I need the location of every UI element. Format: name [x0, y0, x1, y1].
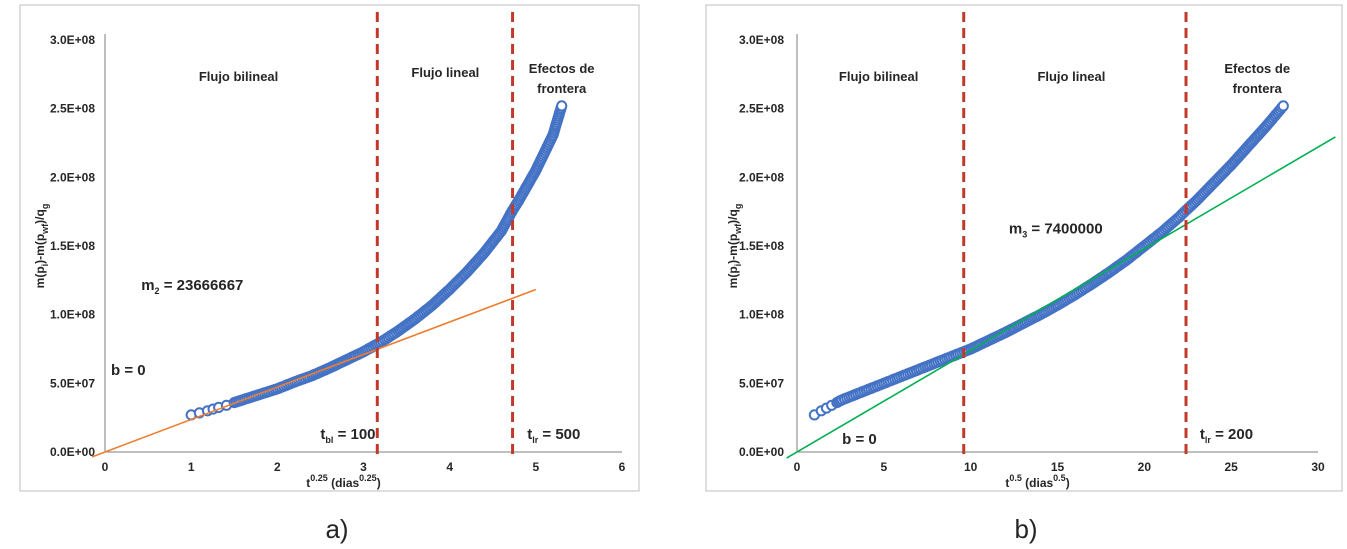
chart-b-x-tick-label: 25: [1224, 460, 1238, 474]
panel-label-b: b): [1014, 514, 1037, 544]
chart-b-x-tick-label: 5: [880, 460, 887, 474]
chart-a-y-tick-label: 2.5E+08: [50, 102, 95, 116]
chart-b-x-tick-label: 10: [964, 460, 978, 474]
chart-b-y-tick-label: 2.0E+08: [739, 170, 784, 184]
chart-a-region-label: Flujo bilineal: [199, 69, 278, 84]
chart-a-y-tick-label: 0.0E+00: [50, 445, 95, 459]
chart-b-series: [808, 100, 1289, 421]
chart-b-boundary-label: tlr = 200: [1200, 426, 1253, 445]
chart-a-x-tick-label: 2: [274, 460, 281, 474]
chart-b-fit-line: [786, 136, 1336, 459]
chart-b-data-point: [1277, 100, 1289, 112]
chart-a-fit-line: [91, 288, 537, 458]
chart-b-region-label: Flujo lineal: [1037, 69, 1105, 84]
chart-a-slope-label: m2 = 23666667: [141, 277, 243, 296]
chart-a-y-axis-label: m(pi)-m(pwf)/qg: [33, 204, 50, 289]
chart-b-y-tick-label: 3.0E+08: [739, 33, 784, 47]
chart-b-y-tick-label: 1.0E+08: [739, 308, 784, 322]
chart-b-x-tick-label: 20: [1138, 460, 1152, 474]
chart-a-region-label: Flujo lineal: [411, 65, 479, 80]
chart-b-region-label: Flujo bilineal: [839, 69, 918, 84]
chart-a-x-tick-label: 1: [188, 460, 195, 474]
chart-b-y-axis-label: m(pi)-m(pwf)/qg: [726, 204, 743, 289]
chart-a-y-tick-label: 3.0E+08: [50, 33, 95, 47]
chart-a-y-tick-label: 2.0E+08: [50, 170, 95, 184]
chart-a-x-axis-label: t0.25 (dias0.25): [306, 473, 380, 490]
chart-b-x-tick-label: 30: [1311, 460, 1325, 474]
chart-a-x-tick-label: 6: [619, 460, 626, 474]
chart-b-y-tick-label: 2.5E+08: [739, 102, 784, 116]
chart-b-region-label: Efectos de frontera: [1224, 61, 1290, 96]
chart-b-y-tick-label: 0.0E+00: [739, 445, 784, 459]
chart-a-y-tick-label: 5.0E+07: [50, 376, 95, 390]
chart-b-y-tick-label: 1.5E+08: [739, 239, 784, 253]
chart-b-y-tick-label: 5.0E+07: [739, 376, 784, 390]
chart-a-region-label: Efectos de frontera: [529, 61, 595, 96]
chart-a-x-tick-label: 5: [532, 460, 539, 474]
chart-b-frame: [705, 4, 1343, 492]
chart-a-x-tick-label: 4: [446, 460, 453, 474]
chart-a: 0.0E+00 5.0E+07 1.0E+08 1.5E+08 2.0E+08 2.5E+…: [19, 4, 640, 492]
chart-b-intercept-label: b = 0: [842, 431, 877, 448]
chart-b-slope-label: m3 = 7400000: [1009, 221, 1103, 240]
chart-a-x-tick-label: 3: [360, 460, 367, 474]
chart-a-x-tick-label: 0: [102, 460, 109, 474]
panel-label-a: a): [325, 514, 348, 544]
chart-b-x-tick-label: 15: [1051, 460, 1065, 474]
chart-b-x-axis-label: t0.5 (dias0.5): [1005, 473, 1069, 490]
chart-b-plot-area: [808, 100, 1289, 421]
chart-a-boundary-label: tbl = 100: [320, 426, 375, 445]
chart-a-data-point: [556, 100, 568, 112]
chart-a-boundary-label: tlr = 500: [527, 426, 580, 445]
chart-a-intercept-label: b = 0: [111, 362, 146, 379]
chart-a-y-tick-label: 1.0E+08: [50, 308, 95, 322]
chart-a-y-tick-label: 1.5E+08: [50, 239, 95, 253]
chart-a-frame: [19, 4, 640, 492]
chart-b: 0.0E+00 5.0E+07 1.0E+08 1.5E+08 2.0E+08 2.5E+…: [705, 4, 1343, 492]
chart-b-x-tick-label: 0: [794, 460, 801, 474]
